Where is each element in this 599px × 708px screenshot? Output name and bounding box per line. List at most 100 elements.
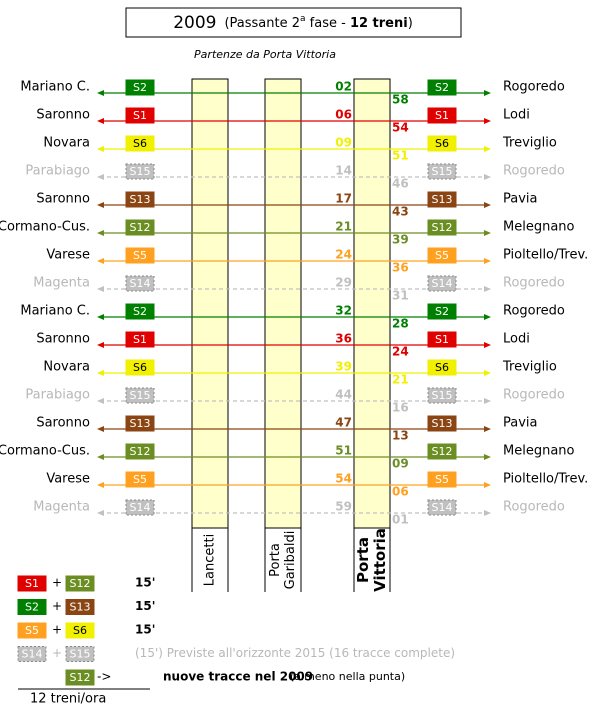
arrow-head [97,510,104,516]
arrival-minute: 16 [392,401,409,415]
arrival-minute: 06 [392,485,409,499]
line-badge [427,303,457,320]
line-badge-label: S15 [432,389,453,402]
line-badge [125,415,155,432]
arrival-minute: 24 [392,345,409,359]
destination-station: Treviglio [502,360,557,375]
arrival-minute: 36 [392,261,409,275]
departure-minute: 17 [335,192,352,206]
arrival-minute: 54 [392,121,409,135]
legend-text: 15' [135,599,155,613]
legend-text: nuove tracce nel 2009 [163,670,313,684]
departure-minute: 02 [335,80,352,94]
line-badge [427,219,457,236]
departure-minute: 06 [335,108,352,122]
line-badge-label: S15 [432,165,453,178]
arrow-head [484,258,491,264]
legend-joiner: + [52,646,62,660]
line-badge-label: S13 [130,193,151,206]
destination-station: Pioltello/Trev. [503,472,588,487]
arrival-minute: 39 [392,233,409,247]
legend-joiner: -> [97,670,111,684]
line-badge [65,622,95,639]
arrival-minute: 09 [392,457,409,471]
line-badge-label: S13 [70,601,91,614]
line-badge [125,359,155,376]
line-badge [125,79,155,96]
station-name: Porta [354,537,372,583]
destination-station: Rogoredo [503,304,565,319]
title-sup: a [300,14,306,24]
line-badge [427,359,457,376]
line-badge-label: S5 [435,249,449,262]
destination-station: Rogoredo [503,80,565,95]
line-badge [125,499,155,516]
line-badge [427,135,457,152]
line-badge-label: S6 [133,361,147,374]
line-badge [17,622,47,639]
line-badge-label: S5 [133,473,147,486]
origin-station: Magenta [33,276,90,291]
line-badge-label: S6 [133,137,147,150]
line-badge-label: S1 [25,577,39,590]
arrow-head [484,286,491,292]
arrow-head [484,426,491,432]
line-badge [427,499,457,516]
line-badge [427,247,457,264]
title-year: 2009 [173,13,216,33]
line-badge-label: S1 [133,109,147,122]
line-badge [427,471,457,488]
line-badge [427,163,457,180]
line-badge-label: S13 [432,417,453,430]
arrival-minute: 13 [392,429,409,443]
title-note: (Passante 2 [224,16,300,31]
departure-minute: 59 [335,500,352,514]
line-badge [125,443,155,460]
station-column [353,78,391,529]
line-badge-label: S14 [130,501,151,514]
line-badge [125,191,155,208]
line-badge-label: S14 [22,648,43,661]
departure-minute: 24 [335,248,352,262]
station-column [264,78,302,529]
station-name: Vittoria [371,528,389,592]
origin-station: Cormano-Cus. [0,220,90,235]
destination-station: Pavia [503,416,538,431]
arrival-minute: 43 [392,205,409,219]
line-badge [125,219,155,236]
line-badge [17,646,47,662]
line-badge [125,387,155,404]
line-badge [65,646,95,662]
line-badge [65,669,95,686]
title-note: fase - [306,16,350,31]
destination-station: Melegnano [503,444,575,459]
arrival-minute: 58 [392,93,409,107]
departure-minute: 54 [335,472,352,486]
origin-station: Magenta [33,500,90,515]
line-badge [427,443,457,460]
line-badge [427,331,457,348]
line-badge-label: S12 [130,445,151,458]
arrow-head [97,118,104,124]
line-badge [427,107,457,124]
destination-station: Rogoredo [503,164,565,179]
arrival-minute: 31 [392,289,409,303]
arrow-head [97,426,104,432]
arrow-head [484,482,491,488]
arrow-head [484,314,491,320]
line-badge-label: S5 [133,249,147,262]
origin-station: Saronno [36,416,90,431]
legend-text: 15' [135,576,155,590]
destination-station: Pavia [503,192,538,207]
line-badge-label: S12 [70,577,91,590]
arrival-minute: 46 [392,177,409,191]
title: 2009 (Passante 2a fase - 12 treni) [173,13,413,33]
line-badge [125,135,155,152]
departure-minute: 39 [335,360,352,374]
arrow-head [97,286,104,292]
destination-station: Rogoredo [503,276,565,291]
origin-station: Novara [43,136,90,151]
line-badge-label: S6 [73,624,87,637]
line-badge-label: S5 [435,473,449,486]
destination-station: Lodi [503,108,530,123]
